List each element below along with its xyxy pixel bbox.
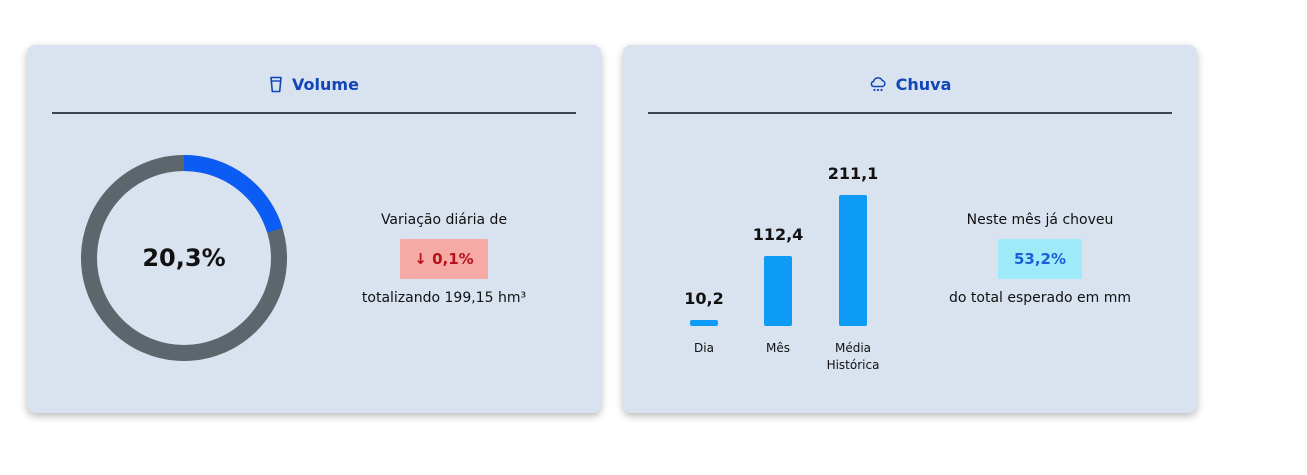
bar-value-label: 112,4: [752, 225, 804, 245]
bar-dia: [690, 319, 718, 326]
bar-category-label: Dia: [694, 341, 714, 355]
expected-label: do total esperado em mm: [949, 290, 1131, 306]
volume-card: Volume 20,3% Variação diária de ↓ 0,1% t…: [27, 45, 601, 413]
chuva-title: Chuva: [895, 74, 952, 94]
bar-category-label: Média Histórica: [826, 341, 880, 372]
chuva-card: Chuva 10,2 Dia 112,4 Mês 211,1 Média Histórica…: [623, 45, 1197, 413]
chuva-divider: [648, 112, 1172, 114]
bar-mês: [764, 256, 792, 326]
volume-title: Volume: [292, 74, 359, 94]
bar-category-label: Mês: [766, 341, 790, 355]
volume-divider: [52, 112, 576, 114]
bar-média-histórica: [839, 195, 867, 326]
volume-donut-chart: 20,3%: [79, 153, 289, 363]
rain-progress-info: Neste mês já choveu 53,2% do total esper…: [910, 210, 1170, 308]
cloud-rain-icon: [869, 76, 887, 93]
rain-percent-badge: 53,2%: [997, 239, 1083, 279]
rain-label: Neste mês já choveu: [966, 212, 1114, 228]
variation-badge: ↓ 0,1%: [400, 239, 488, 279]
volume-percent: 20,3%: [142, 244, 226, 272]
chuva-header: Chuva: [623, 72, 1197, 96]
volume-header: Volume: [27, 72, 601, 96]
total-label: totalizando 199,15 hm³: [361, 290, 527, 306]
bar-value-label: 211,1: [827, 164, 879, 183]
volume-variation-info: Variação diária de ↓ 0,1% totalizando 19…: [314, 210, 574, 308]
bar-value-label: 10,2: [684, 288, 724, 308]
cup-icon: [269, 76, 283, 93]
donut-fill-arc: [183, 155, 283, 233]
variation-label: Variação diária de: [380, 212, 508, 228]
